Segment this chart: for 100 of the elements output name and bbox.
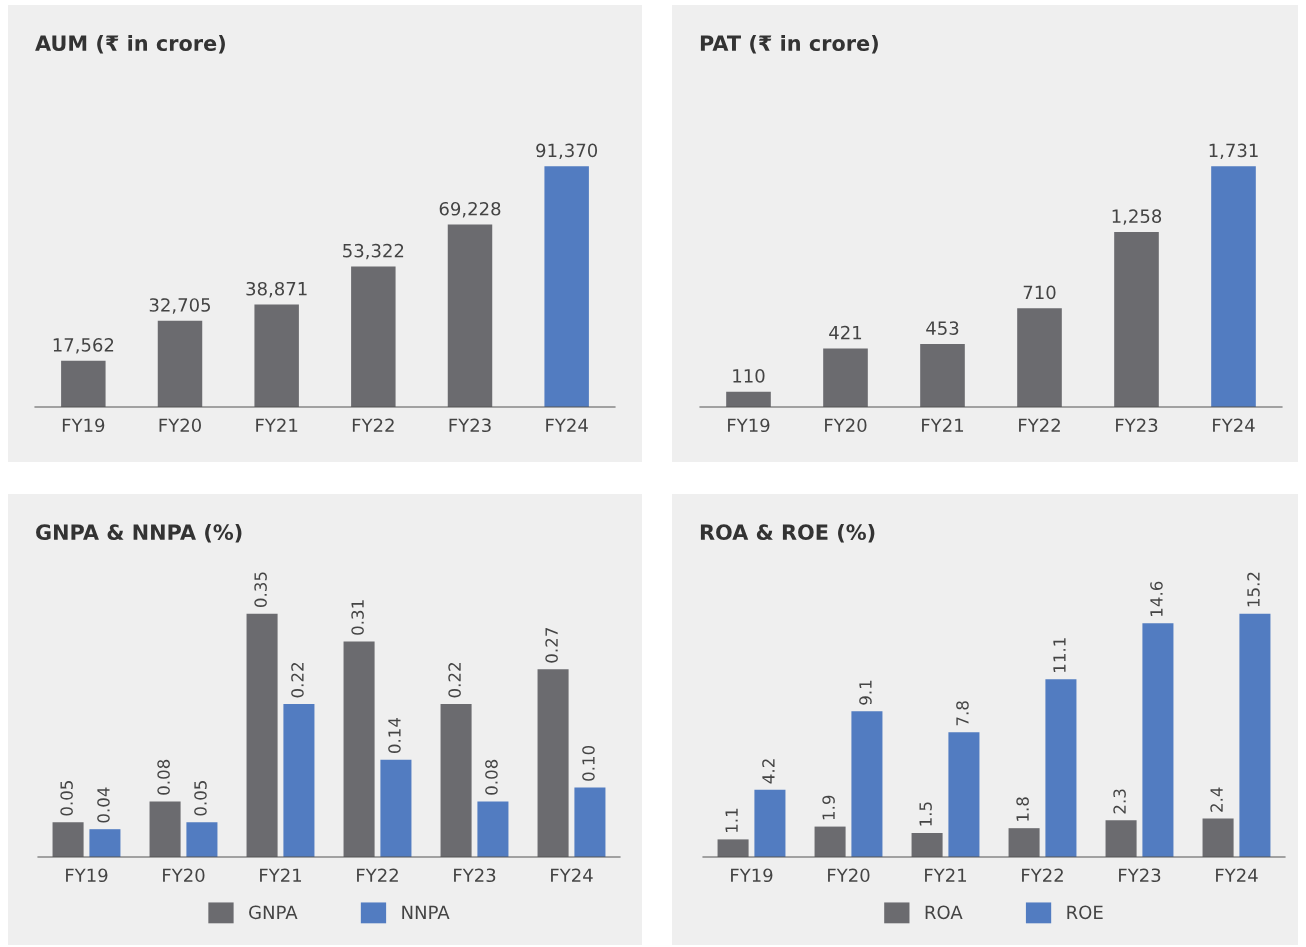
data-label: 0.22: [448, 663, 461, 698]
chart-title: ROA & ROE (%): [700, 523, 875, 543]
data-label: 1.9: [822, 795, 835, 820]
data-label: 2.3: [1113, 789, 1126, 814]
x-tick-label: FY21: [922, 418, 964, 432]
data-label: 91,370: [536, 143, 598, 160]
data-label: 4.2: [762, 759, 775, 784]
data-label: 69,228: [439, 201, 501, 218]
x-tick-label: FY20: [828, 868, 870, 883]
bar: [726, 391, 771, 407]
x-tick-label: FY20: [159, 418, 201, 433]
bar: [477, 801, 509, 857]
data-label: 2.4: [1210, 787, 1223, 812]
bar: [911, 832, 943, 857]
data-label: 0.05: [194, 781, 207, 816]
data-label: 1,258: [1112, 209, 1162, 225]
chart-title: GNPA & NNPA (%): [36, 523, 242, 543]
bar: [1239, 613, 1271, 857]
bar: [1105, 820, 1137, 857]
x-tick-label: FY23: [449, 418, 491, 433]
x-tick-label: FY22: [1022, 868, 1063, 882]
data-label: 15.2: [1247, 572, 1260, 607]
data-label: 0.35: [254, 572, 267, 608]
bar: [948, 732, 980, 857]
x-tick-label: FY23: [1119, 868, 1161, 883]
data-label: 0.08: [157, 759, 170, 795]
bar: [283, 704, 315, 857]
data-label: 0.04: [97, 787, 110, 823]
legend-label: ROA: [925, 905, 963, 920]
bar: [717, 839, 749, 857]
x-tick-label: FY21: [256, 418, 298, 432]
data-label: 14.6: [1150, 581, 1163, 616]
x-tick-label: FY22: [352, 418, 394, 432]
x-tick-label: FY19: [66, 868, 108, 883]
data-label: 1.8: [1016, 797, 1029, 821]
x-tick-label: FY19: [731, 868, 773, 883]
x-tick-label: FY19: [728, 418, 770, 433]
data-label: 32,705: [149, 298, 211, 314]
legend-label: NNPA: [402, 905, 450, 919]
data-label: 0.05: [60, 781, 73, 816]
bar: [89, 829, 121, 857]
bar: [440, 704, 472, 857]
bar: [254, 304, 299, 407]
data-label: 17,562: [53, 338, 114, 354]
bar: [52, 822, 84, 857]
bar: [149, 801, 181, 857]
legend-label: ROE: [1067, 905, 1103, 920]
bar: [814, 826, 846, 857]
chart-title: AUM (₹ in crore): [35, 34, 225, 54]
data-label: 11.1: [1053, 638, 1066, 672]
x-tick-label: FY24: [1216, 868, 1258, 882]
data-label: 421: [829, 325, 862, 340]
bar: [574, 787, 606, 857]
x-tick-label: FY20: [163, 868, 205, 883]
data-label: 1,731: [1209, 143, 1258, 160]
data-label: 53,322: [343, 243, 404, 260]
bar: [544, 166, 589, 407]
bar: [1017, 308, 1062, 407]
x-tick-label: FY22: [357, 868, 398, 882]
bar: [343, 641, 375, 857]
data-label: 453: [926, 321, 959, 335]
x-tick-label: FY23: [454, 868, 496, 883]
x-tick-label: FY24: [551, 868, 593, 882]
bar: [246, 613, 278, 857]
bar: [1114, 232, 1159, 407]
x-tick-label: FY22: [1019, 418, 1060, 432]
bar: [157, 320, 203, 407]
bar: [851, 711, 883, 857]
x-tick-label: FY24: [1213, 418, 1255, 432]
x-tick-label: FY24: [546, 418, 588, 432]
x-tick-label: FY21: [260, 868, 302, 882]
data-label: 0.14: [388, 717, 401, 754]
data-label: 38,871: [246, 281, 307, 298]
chart-title: PAT (₹ in crore): [700, 34, 878, 54]
bar: [537, 669, 569, 857]
data-label: 110: [733, 368, 765, 383]
data-label: 9.1: [859, 680, 872, 705]
bar: [1211, 166, 1256, 407]
bar: [61, 360, 106, 407]
bar: [1045, 679, 1077, 857]
x-tick-label: FY20: [825, 418, 867, 433]
x-tick-label: FY19: [62, 418, 105, 433]
data-label: 1.1: [725, 808, 738, 832]
bar: [920, 344, 965, 407]
bar: [447, 224, 493, 407]
bar: [380, 759, 412, 857]
data-label: 0.31: [351, 600, 364, 635]
data-label: 0.27: [545, 628, 558, 663]
x-tick-label: FY23: [1116, 418, 1158, 433]
data-label: 0.10: [582, 745, 595, 781]
x-tick-label: FY21: [925, 868, 967, 882]
bar: [351, 266, 396, 407]
bar: [1008, 828, 1040, 857]
bar: [1142, 623, 1174, 857]
data-label: 0.08: [485, 759, 498, 795]
bar: [754, 789, 786, 857]
data-label: 0.22: [291, 663, 304, 698]
bar: [823, 348, 868, 407]
legend-label: GNPA: [249, 905, 298, 920]
bar: [186, 822, 218, 857]
